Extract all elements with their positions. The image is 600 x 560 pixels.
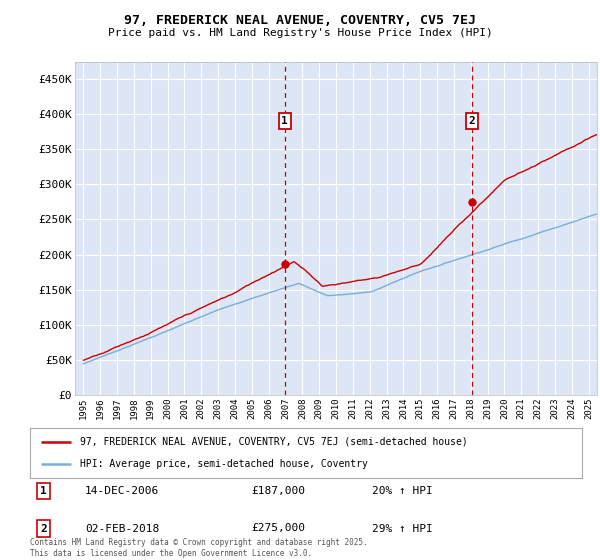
Text: 02-FEB-2018: 02-FEB-2018 bbox=[85, 524, 160, 534]
Text: 97, FREDERICK NEAL AVENUE, COVENTRY, CV5 7EJ (semi-detached house): 97, FREDERICK NEAL AVENUE, COVENTRY, CV5… bbox=[80, 437, 467, 447]
Text: £275,000: £275,000 bbox=[251, 524, 305, 534]
Text: 2: 2 bbox=[40, 524, 47, 534]
Text: Contains HM Land Registry data © Crown copyright and database right 2025.
This d: Contains HM Land Registry data © Crown c… bbox=[30, 538, 368, 558]
Text: Price paid vs. HM Land Registry's House Price Index (HPI): Price paid vs. HM Land Registry's House … bbox=[107, 28, 493, 38]
Text: 97, FREDERICK NEAL AVENUE, COVENTRY, CV5 7EJ: 97, FREDERICK NEAL AVENUE, COVENTRY, CV5… bbox=[124, 14, 476, 27]
Text: HPI: Average price, semi-detached house, Coventry: HPI: Average price, semi-detached house,… bbox=[80, 459, 368, 469]
Text: 20% ↑ HPI: 20% ↑ HPI bbox=[372, 486, 433, 496]
Text: 29% ↑ HPI: 29% ↑ HPI bbox=[372, 524, 433, 534]
Text: 1: 1 bbox=[281, 116, 288, 126]
Text: 14-DEC-2006: 14-DEC-2006 bbox=[85, 486, 160, 496]
Text: 1: 1 bbox=[40, 486, 47, 496]
Text: 2: 2 bbox=[469, 116, 475, 126]
Text: £187,000: £187,000 bbox=[251, 486, 305, 496]
